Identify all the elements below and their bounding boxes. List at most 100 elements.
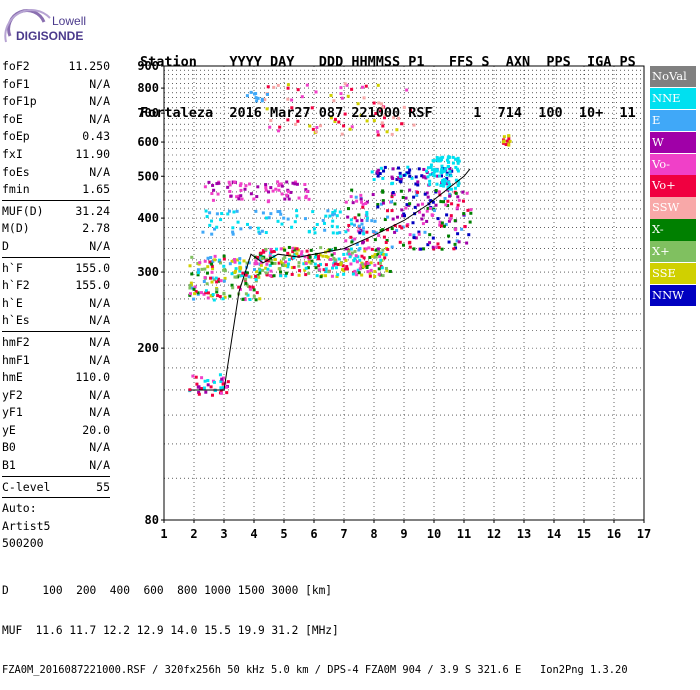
echo-point [376,247,380,251]
x-tick-label: 13 [517,527,531,541]
echo-point [435,245,439,249]
param-row: yE 20.0 [2,422,110,440]
echo-point [274,247,278,251]
echo-point [216,192,220,196]
echo-point [213,254,217,258]
echo-point [384,266,388,270]
autoscaling-line: Auto: [2,501,37,516]
echo-point [227,180,231,184]
echo-point [335,225,339,229]
echo-point [190,255,194,259]
echo-point [218,373,222,377]
echo-point [236,258,240,262]
echo-point [239,227,243,231]
echo-point [254,298,258,302]
param-name: M(D) [2,221,30,236]
echo-point [467,233,471,237]
echo-point [227,209,231,213]
echo-point [354,254,358,258]
param-separator [2,475,110,477]
echo-point [215,182,219,186]
echo-point [217,277,221,281]
echo-point [446,199,450,203]
echo-point [364,202,368,206]
echo-point [370,219,374,223]
echo-point [307,258,311,262]
echo-point [431,172,435,176]
param-value: 11.90 [75,146,110,161]
echo-point [374,231,378,235]
echo-point [284,264,288,268]
echo-point [466,208,470,212]
footer-distance-line: D 100 200 400 600 800 1000 1500 3000 [km… [2,584,333,598]
echo-point [264,185,268,189]
echo-point [361,240,365,244]
echo-point [324,254,328,258]
echo-point [395,177,399,181]
param-name: D [2,238,9,253]
echo-point [382,235,386,239]
echo-point [238,184,242,188]
echo-point [293,246,297,250]
echo-point [365,212,369,216]
echo-point [284,260,288,264]
param-value: 0.43 [82,129,110,144]
echo-point [377,101,381,105]
echo-point [408,233,412,237]
echo-point [300,250,304,254]
echo-point [421,222,425,226]
echo-point [376,205,380,209]
echo-point [209,256,213,260]
echo-point [450,187,454,191]
echo-point [444,203,448,207]
echo-point [439,174,443,178]
echo-point [221,386,225,390]
echo-point [355,273,359,277]
param-row: foF1 N/A [2,76,110,94]
echo-point [401,214,405,218]
echo-point [254,277,258,281]
echo-point [416,183,420,187]
echo-point [346,228,350,232]
echo-point [307,260,311,264]
echo-point [238,265,242,269]
x-tick-label: 8 [370,527,377,541]
echo-point [349,253,353,257]
echo-point [291,250,295,254]
echo-point [416,203,420,207]
echo-point [279,274,283,278]
echo-point [326,209,330,213]
echo-point [416,180,420,184]
echo-point [243,187,247,191]
echo-point [252,294,256,298]
echo-point [386,215,390,219]
echo-point [426,175,430,179]
echo-point [215,212,219,216]
echo-point [269,269,273,273]
echo-point [304,262,308,266]
footer-file-line: FZA0M_2016087221000.RSF / 320fx256h 50 k… [2,663,628,676]
echo-point [223,276,227,280]
echo-point [225,391,229,395]
echo-point [246,293,250,297]
echo-point [286,262,290,266]
echo-point [505,139,509,143]
echo-point [265,273,269,277]
param-row: foEp 0.43 [2,128,110,146]
echo-point [359,193,363,197]
echo-point [255,195,259,199]
echo-point [290,225,294,229]
echo-point [429,163,433,167]
echo-point [418,210,422,214]
echo-point [268,274,272,278]
echo-point [374,255,378,259]
polarization-legend: NoVal NNE E W Vo- Vo+ SSW X- X+ SSE NNW [650,66,696,307]
echo-point [212,298,216,302]
echo-point [314,266,318,270]
echo-point [364,264,368,268]
echo-point [351,272,355,276]
echo-point [238,269,242,273]
echo-point [209,385,213,389]
echo-point [391,191,395,195]
echo-point [439,184,443,188]
